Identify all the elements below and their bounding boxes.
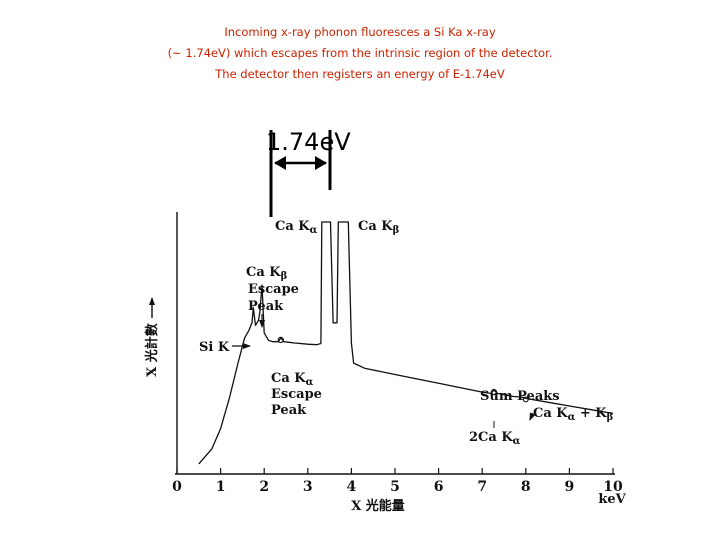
x-tick-label: 6 [434, 479, 444, 495]
x-tick-label: 1 [216, 479, 226, 495]
ca-kbeta-label: Ca Kβ​ [358, 219, 400, 236]
spectrum-line [198, 221, 614, 465]
caption: Incoming x-ray phonon fluoresces a Si Ka… [0, 22, 720, 85]
si-k-label: Si K [199, 340, 230, 355]
bracket-layer: 1.74eV [266, 128, 351, 217]
x-tick-label: 9 [565, 479, 575, 495]
x-tick-label: 3 [303, 479, 313, 495]
x-tick-label: 10 [603, 479, 623, 495]
caption-line-3: The detector then registers an energy of… [215, 67, 505, 81]
sum-peak-2ca-marker [490, 388, 498, 396]
ca-kbeta-escape-label-1: Ca Kβ​ [246, 265, 288, 282]
x-tick-label: 7 [477, 479, 487, 495]
ca-kalpha-escape-label-1: Ca Kα​ [271, 371, 314, 388]
x-tick-label: 0 [172, 479, 182, 495]
caption-line-1: Incoming x-ray phonon fluoresces a Si Ka… [224, 25, 496, 39]
x-unit-label: keV [598, 492, 626, 507]
y-axis-label: X 光計數 [144, 323, 160, 377]
x-tick-label: 2 [259, 479, 269, 495]
ca-kalpha-escape-label-2: Escape [271, 387, 322, 402]
ca-kalpha-kbeta-sum-arrow [529, 412, 536, 421]
sum-peaks-label: Sum Peaks [480, 389, 560, 404]
ca-kbeta-escape-label-2: Escape [248, 282, 299, 297]
ca-kalpha-kbeta-sum-label: Ca Kα​ + Kβ​ [533, 406, 614, 423]
bracket-left-arrowhead [274, 156, 286, 170]
sum-peak-kab-marker [522, 396, 529, 403]
x-tick-label: 4 [347, 479, 357, 495]
ca-kalpha-escape-marker [277, 336, 284, 344]
bracket-right-arrowhead [315, 156, 327, 170]
x-axis-label: X 光能量 [351, 498, 405, 514]
curve-layer [198, 221, 614, 465]
two-ca-kalpha-label: 2Ca Kα​ [469, 430, 521, 447]
x-tick-label: 8 [521, 479, 531, 495]
ca-kalpha-escape-label-3: Peak [271, 403, 307, 418]
ca-kbeta-escape-label-3: Peak [248, 299, 284, 314]
caption-line-2: (~ 1.74eV) which escapes from the intrin… [167, 46, 553, 60]
x-tick-label: 5 [390, 479, 400, 495]
ca-kalpha-label: Ca Kα​ [275, 219, 318, 236]
bracket-label: 1.74eV [266, 128, 351, 156]
